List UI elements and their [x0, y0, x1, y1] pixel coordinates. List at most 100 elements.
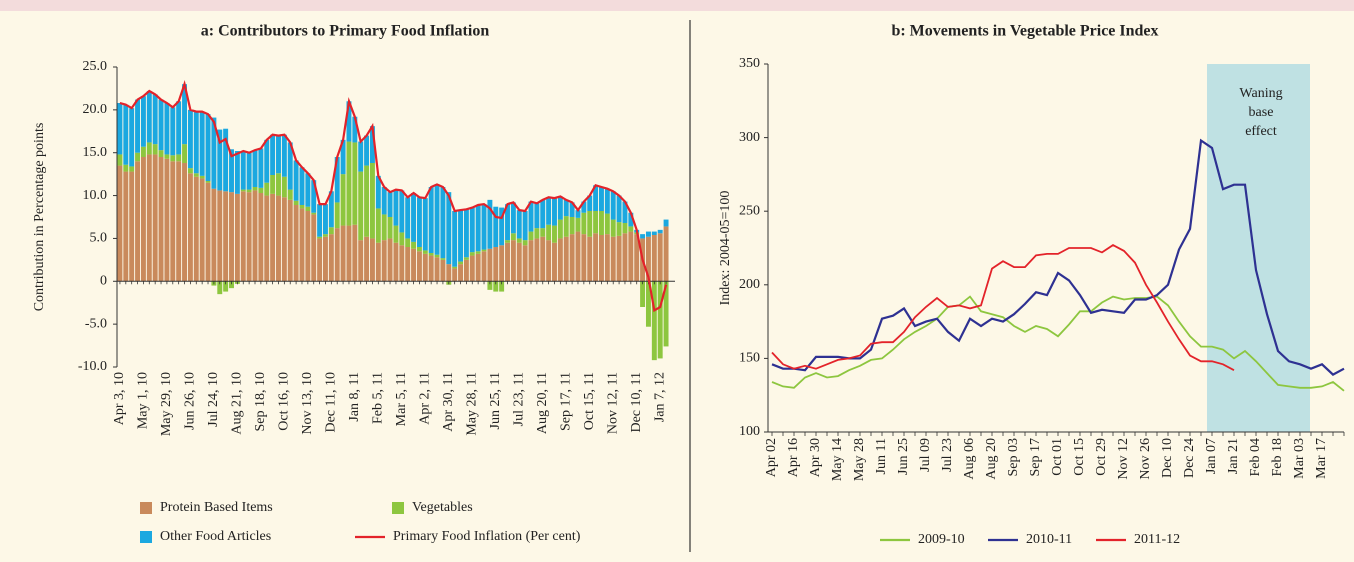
- bar-segment: [140, 96, 146, 147]
- bar-segment: [387, 238, 393, 282]
- x-tick-label: May 28, 11: [464, 372, 479, 436]
- bar-segment: [458, 210, 463, 262]
- bar-segment: [663, 219, 669, 227]
- legend-swatch: [392, 502, 404, 514]
- bar-segment: [416, 197, 422, 247]
- bar-segment: [340, 225, 346, 282]
- bar-segment: [346, 101, 352, 142]
- bar-segment: [182, 144, 187, 163]
- x-tick-label: Feb 04: [1248, 438, 1263, 477]
- bar-segment: [540, 199, 546, 229]
- bar-segment: [522, 211, 528, 241]
- bar-segment: [152, 94, 158, 145]
- legend-label: Primary Food Inflation (Per cent): [393, 529, 581, 544]
- bar-segment: [399, 190, 405, 233]
- bar-segment: [481, 251, 487, 282]
- x-tick-label: Nov 13, 10: [300, 372, 315, 435]
- bar-segment: [422, 198, 428, 251]
- bar-segment: [610, 219, 616, 237]
- bar-segment: [651, 231, 657, 235]
- bar-segment: [569, 202, 575, 217]
- bar-segment: [628, 231, 634, 282]
- bar-segment: [299, 205, 305, 209]
- bar-segment: [123, 104, 129, 165]
- bar-segment: [499, 245, 505, 282]
- bar-segment: [135, 99, 141, 153]
- bar-segment: [534, 228, 540, 239]
- bar-segment: [481, 249, 487, 252]
- bar-segment: [493, 206, 499, 247]
- bar-segment: [246, 152, 252, 190]
- bar-segment: [569, 217, 575, 235]
- bar-segment: [651, 281, 657, 361]
- bar-segment: [599, 187, 604, 211]
- bar-segment: [305, 206, 311, 211]
- bar-segment: [657, 229, 663, 234]
- bar-segment: [123, 164, 129, 172]
- y-tick-label: 5.0: [90, 231, 108, 246]
- bar-segment: [146, 154, 152, 282]
- bar-segment: [381, 187, 387, 215]
- x-tick-label: Jun 26, 10: [183, 372, 198, 430]
- bar-segment: [170, 107, 176, 156]
- x-tick-label: Aug 20: [984, 438, 999, 480]
- series-line: [771, 295, 1345, 392]
- x-tick-label: Nov 12: [1116, 438, 1131, 480]
- x-tick-label: May 28: [852, 438, 867, 481]
- x-tick-label: May 1, 10: [136, 372, 151, 429]
- bar-segment: [534, 238, 540, 282]
- bar-segment: [140, 146, 146, 157]
- bar-segment: [299, 167, 305, 205]
- bar-segment: [604, 234, 610, 282]
- bar-segment: [663, 226, 669, 282]
- bar-segment: [516, 210, 522, 239]
- bar-segment: [505, 240, 510, 243]
- bar-segment: [217, 190, 223, 282]
- x-tick-label: Apr 30, 11: [441, 372, 456, 432]
- bar-segment: [416, 247, 422, 252]
- bar-segment: [311, 214, 317, 282]
- bar-segment: [152, 154, 158, 282]
- legend-swatch: [140, 502, 152, 514]
- bar-segment: [176, 154, 182, 162]
- bar-segment: [193, 176, 199, 282]
- bar-segment: [587, 211, 593, 237]
- bar-segment: [387, 217, 393, 239]
- bar-segment: [505, 242, 510, 282]
- bar-segment: [346, 141, 352, 226]
- bar-segment: [146, 91, 152, 143]
- bar-segment: [463, 209, 469, 258]
- x-tick-label: Apr 2, 11: [418, 372, 433, 425]
- bar-segment: [328, 227, 334, 235]
- bar-segment: [369, 238, 375, 282]
- bar-segment: [293, 200, 299, 205]
- bar-segment: [469, 255, 475, 282]
- bar-segment: [416, 251, 422, 282]
- bar-segment: [616, 235, 622, 282]
- bar-segment: [340, 139, 346, 175]
- bar-segment: [422, 253, 428, 282]
- bar-segment: [258, 148, 264, 188]
- bar-segment: [569, 234, 575, 282]
- bar-segment: [352, 142, 358, 225]
- x-tick-label: Jan 21: [1226, 438, 1241, 474]
- bar-segment: [129, 166, 135, 172]
- bar-segment: [628, 212, 634, 227]
- y-tick-label: 150: [739, 351, 760, 366]
- bar-segment: [463, 259, 469, 282]
- bar-segment: [352, 224, 358, 282]
- bar-segment: [229, 149, 234, 193]
- bar-segment: [604, 188, 610, 214]
- bar-segment: [205, 182, 211, 282]
- bar-segment: [240, 151, 246, 190]
- bar-segment: [393, 189, 399, 226]
- bar-segment: [651, 235, 657, 282]
- bar-segment: [575, 231, 581, 282]
- bar-segment: [528, 231, 534, 241]
- y-tick-label: 100: [739, 424, 760, 439]
- bar-segment: [170, 155, 176, 162]
- bar-segment: [493, 281, 499, 292]
- x-tick-label: May 29, 10: [159, 372, 174, 436]
- bar-segment: [411, 248, 417, 282]
- bar-segment: [193, 173, 199, 177]
